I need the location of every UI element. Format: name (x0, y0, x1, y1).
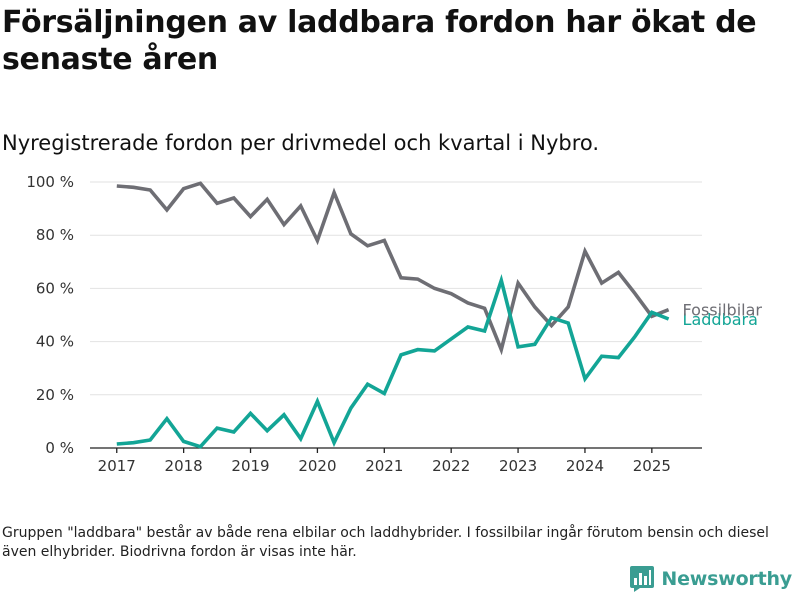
y-tick-label: 0 % (45, 439, 74, 457)
x-tick-label: 2017 (98, 457, 136, 475)
y-tick-label: 60 % (36, 279, 74, 297)
x-tick-label: 2024 (566, 457, 604, 475)
y-tick-label: 80 % (36, 226, 74, 244)
y-tick-label: 20 % (36, 386, 74, 404)
footnote: Gruppen "laddbara" består av både rena e… (2, 525, 769, 560)
series-label-fossilbilar: Fossilbilar (683, 301, 763, 320)
line-chart: 0 % 20 % 40 % 60 % 80 % 100 % 2017 2018 2019 2020… (26, 173, 763, 475)
x-tick-label: 2023 (499, 457, 537, 475)
x-tick-label: 2022 (432, 457, 470, 475)
x-tick-label: 2018 (165, 457, 203, 475)
series-label-laddbara: Laddbara (683, 310, 758, 329)
series-line-laddbara (116, 273, 670, 449)
x-tick-label: 2019 (231, 457, 269, 475)
x-tick-label: 2025 (633, 457, 671, 475)
chart-subtitle: Nyregistrerade fordon per drivmedel och … (2, 131, 600, 155)
x-tick-label: 2020 (298, 457, 336, 475)
y-tick-label: 100 % (26, 173, 74, 191)
series-lines (116, 181, 670, 449)
y-tick-label: 40 % (36, 333, 74, 351)
series-line-fossilbilar (116, 181, 670, 356)
axes: 0 % 20 % 40 % 60 % 80 % 100 % 2017 2018 2019 2020… (26, 173, 702, 475)
x-tick-label: 2021 (365, 457, 403, 475)
gridlines (90, 181, 702, 396)
brand-name: Newsworthy (661, 568, 792, 590)
brand-logo: Newsworthy (630, 566, 792, 592)
bar-chart-logo-icon (630, 566, 655, 592)
chart-title: Försäljningen av laddbara fordon har öka… (2, 5, 757, 77)
